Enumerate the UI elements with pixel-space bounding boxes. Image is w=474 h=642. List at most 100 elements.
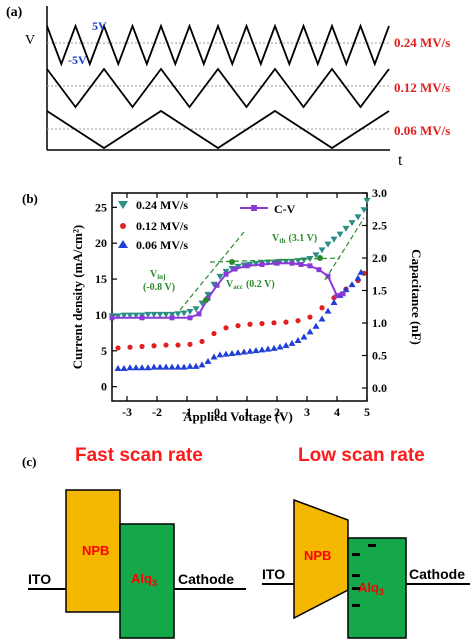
x-tick-label: 2: [274, 405, 280, 419]
data-point: [216, 273, 224, 280]
data-point: [247, 321, 253, 327]
legend-label-006: 0.06 MV/s: [136, 238, 188, 252]
data-point: [127, 344, 133, 350]
data-point: [252, 347, 260, 354]
panel-b-label: (b): [22, 191, 38, 206]
data-point: [282, 342, 290, 349]
tangent-line-upper: [324, 217, 365, 281]
y-tick-label: 0: [101, 380, 107, 394]
data-point: [115, 345, 121, 351]
slow-alq-label: Alq3: [358, 580, 384, 597]
data-point: [354, 214, 362, 221]
data-point: [334, 293, 340, 299]
data-point: [283, 319, 289, 325]
slow-ito-label: ITO: [262, 566, 285, 582]
data-point: [342, 286, 350, 293]
vinj-point: [203, 297, 209, 303]
x-tick-label: 0: [214, 405, 220, 419]
data-point: [150, 363, 158, 370]
triangle-wave-2: [46, 67, 390, 109]
axis-ticks: -3 -2 -1 0 1 2 3 4 5 0 5 10 15 20 25 0.0 0.5 1.0 1.5 2.0 2.5…: [95, 186, 387, 419]
data-point: [324, 241, 332, 248]
x-tick-label: 5: [364, 405, 370, 419]
data-point: [196, 311, 202, 317]
data-point: [318, 247, 326, 254]
data-point: [312, 322, 320, 329]
slow-cathode-label: Cathode: [409, 566, 465, 582]
data-point: [282, 258, 290, 265]
data-point: [274, 260, 280, 266]
data-point: [244, 263, 250, 269]
data-point: [174, 363, 182, 370]
data-point: [198, 361, 206, 368]
data-point: [186, 309, 194, 316]
data-point: [289, 260, 295, 266]
x-tick-label: -3: [122, 405, 132, 419]
data-point: [187, 341, 193, 347]
data-point: [114, 313, 122, 320]
data-point: [252, 261, 260, 268]
y-tick-label: 15: [95, 272, 107, 286]
data-point: [114, 365, 122, 372]
y2-axis-title: Capacitance (nF): [409, 249, 424, 345]
data-point: [175, 342, 181, 348]
data-point: [211, 330, 217, 337]
data-point: [276, 343, 284, 350]
y-tick-label: 25: [95, 200, 107, 214]
y-axis-title: Current density (mA/cm²): [70, 225, 85, 369]
data-point: [330, 299, 338, 306]
data-point: [264, 345, 272, 352]
data-point: [168, 363, 176, 370]
data-point: [163, 342, 169, 348]
data-point: [307, 263, 313, 269]
trapped-charge: [352, 604, 360, 607]
trapped-charge: [352, 553, 360, 556]
data-point: [126, 364, 134, 371]
legend-label-cv: C-V: [274, 202, 296, 216]
data-point: [312, 252, 320, 259]
data-point: [307, 314, 313, 320]
legend-label-012: 0.12 MV/s: [136, 219, 188, 233]
data-point: [216, 351, 224, 358]
data-point: [363, 197, 371, 204]
data-point: [240, 348, 248, 355]
data-point: [232, 266, 238, 272]
fast-alq-label: Alq3: [131, 571, 157, 588]
data-point: [162, 363, 170, 370]
fast-npb-label: NPB: [82, 543, 109, 558]
vth-annotation: Vth (3.1 V): [272, 233, 317, 245]
data-point: [318, 315, 326, 322]
data-point: [223, 325, 229, 331]
y2-tick-label: 2.0: [372, 251, 387, 265]
series-0-12-mv-s: [115, 270, 367, 351]
plot-area: [108, 197, 371, 372]
trapped-charge: [368, 544, 376, 547]
data-point: [234, 263, 242, 270]
data-point: [342, 225, 350, 232]
data-point: [348, 220, 356, 227]
data-point: [180, 310, 188, 317]
legend-label-024: 0.24 MV/s: [136, 198, 188, 212]
data-point: [169, 315, 175, 321]
data-point: [138, 364, 146, 371]
trapped-charges: [352, 544, 376, 607]
panel-c-label: (c): [22, 454, 36, 469]
trapped-charge: [352, 574, 360, 577]
data-point: [264, 259, 272, 266]
data-point: [204, 291, 212, 298]
data-point: [150, 311, 158, 318]
slow-scan-title: Low scan rate: [298, 445, 425, 466]
data-point: [120, 312, 128, 319]
x-tick-label: -1: [182, 405, 192, 419]
data-point: [199, 338, 205, 345]
amplitude-neg-label: -5V: [68, 53, 87, 67]
data-point: [214, 282, 220, 288]
data-point: [168, 311, 176, 318]
data-point: [228, 349, 236, 356]
vinj-value: (-0.8 V): [143, 282, 175, 293]
y-tick-label: 20: [95, 236, 107, 250]
y2-tick-label: 0.0: [372, 381, 387, 395]
legend-marker-cv: [251, 205, 257, 211]
legend: 0.24 MV/s 0.12 MV/s 0.06 MV/s C-V: [118, 198, 296, 252]
